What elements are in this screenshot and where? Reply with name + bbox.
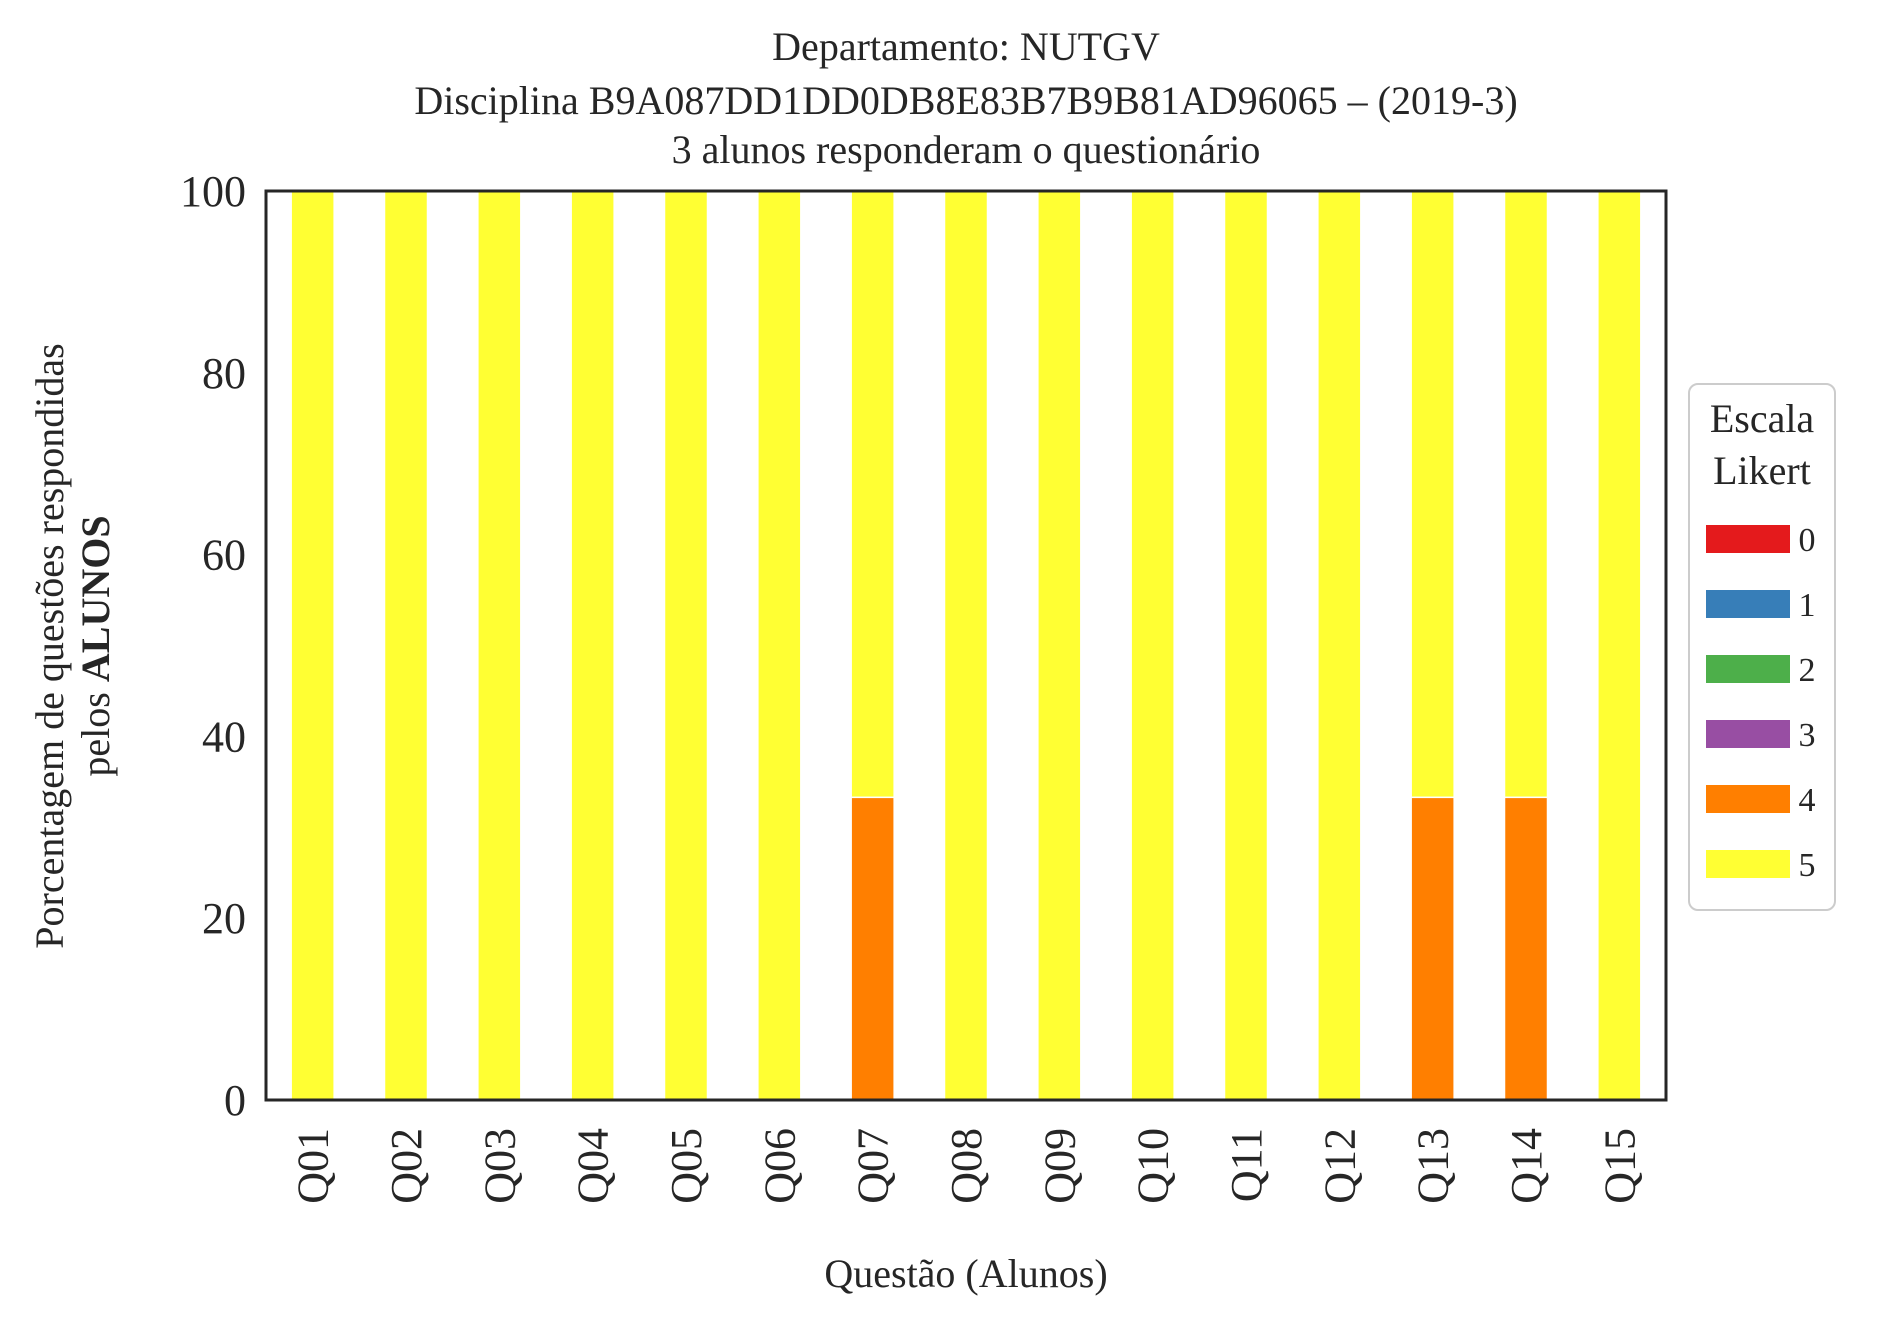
legend-label-0: 0 [1799,522,1816,559]
bar-Q04-scale-5 [570,190,615,1101]
bar-Q07-scale-5 [850,190,895,799]
x-tick-label-Q01: Q01 [289,1128,338,1204]
legend-frame [1688,383,1836,911]
y-tick-label-40: 40 [202,712,246,761]
y-axis-label-line-1: Porcentagem de questões respondidas [27,343,72,948]
bar-Q03-scale-5 [477,190,522,1101]
bar-Q10-scale-5 [1130,190,1175,1101]
bar-Q01-scale-5 [290,190,335,1101]
chart-title-line-2: Disciplina B9A087DD1DD0DB8E83B7B9B81AD96… [414,78,1517,123]
bar-Q02-scale-5 [383,190,429,1101]
legend-swatch-4 [1706,785,1790,813]
legend-title-line-2: Likert [1713,448,1811,493]
y-tick-label-0: 0 [224,1076,246,1125]
bar-Q14-scale-5 [1503,190,1549,799]
bar-Q08-scale-5 [943,190,989,1101]
x-tick-label-Q13: Q13 [1409,1128,1458,1204]
legend-label-4: 4 [1799,782,1816,819]
bar-Q09-scale-5 [1037,190,1082,1101]
y-axis-label-bold: ALUNOS [73,515,118,682]
bar-Q12-scale-5 [1317,190,1362,1101]
chart-title-line-3: 3 alunos responderam o questionário [672,127,1261,172]
bar-Q05-scale-5 [663,190,709,1101]
x-tick-label-Q08: Q08 [942,1128,991,1204]
bar-Q07-scale-4 [850,796,895,1101]
y-tick-label-80: 80 [202,349,246,398]
x-tick-label-Q11: Q11 [1222,1128,1271,1202]
chart-title-line-1: Departamento: NUTGV [772,24,1160,69]
x-tick-label-Q05: Q05 [662,1128,711,1204]
legend: Escala Likert 0 1 2 3 4 5 [1688,383,1836,911]
x-tick-label-Q12: Q12 [1315,1128,1364,1204]
x-tick-label-Q14: Q14 [1502,1128,1551,1204]
bar-Q14-scale-4 [1503,796,1549,1101]
y-axis-ticks: 0 20 40 60 80 100 [180,167,246,1125]
bars-layer [290,190,1642,1101]
x-tick-label-Q09: Q09 [1035,1128,1084,1204]
legend-label-3: 3 [1799,717,1816,754]
plot-frame [264,189,1668,1102]
legend-title-line-1: Escala [1710,396,1815,441]
x-tick-label-Q03: Q03 [475,1128,524,1204]
x-axis-ticks: Q01 Q02 Q03 Q04 Q05 Q06 Q07 Q08 Q09 Q10 Q11 Q12 Q13 Q… [289,1128,1645,1204]
legend-swatch-0 [1706,525,1790,553]
bar-Q13-scale-5 [1410,190,1455,799]
x-tick-label-Q15: Q15 [1595,1128,1644,1204]
legend-swatch-2 [1706,655,1790,683]
x-tick-label-Q06: Q06 [755,1128,804,1204]
x-tick-label-Q07: Q07 [849,1128,898,1204]
y-axis-label-prefix: pelos [73,692,118,776]
x-tick-label-Q02: Q02 [382,1128,431,1204]
bar-Q15-scale-5 [1597,190,1642,1101]
legend-items: 0 1 2 3 4 5 [1706,522,1816,884]
legend-swatch-3 [1706,720,1790,748]
y-tick-label-60: 60 [202,531,246,580]
y-tick-label-100: 100 [180,167,246,216]
legend-swatch-5 [1706,850,1790,878]
x-tick-label-Q04: Q04 [569,1128,618,1204]
legend-label-1: 1 [1799,587,1816,624]
bar-Q13-scale-4 [1410,796,1455,1101]
legend-label-5: 5 [1799,847,1816,884]
x-tick-label-Q10: Q10 [1129,1128,1178,1204]
y-tick-label-20: 20 [202,894,246,943]
y-axis-label: Porcentagem de questões respondidas pelo… [27,343,118,948]
legend-swatch-1 [1706,590,1790,618]
bar-Q11-scale-5 [1223,190,1269,1101]
legend-label-2: 2 [1799,652,1816,689]
x-axis-label: Questão (Alunos) [824,1251,1107,1296]
y-axis-label-line-2: pelos ALUNOS [73,515,118,776]
bar-Q06-scale-5 [757,190,802,1101]
